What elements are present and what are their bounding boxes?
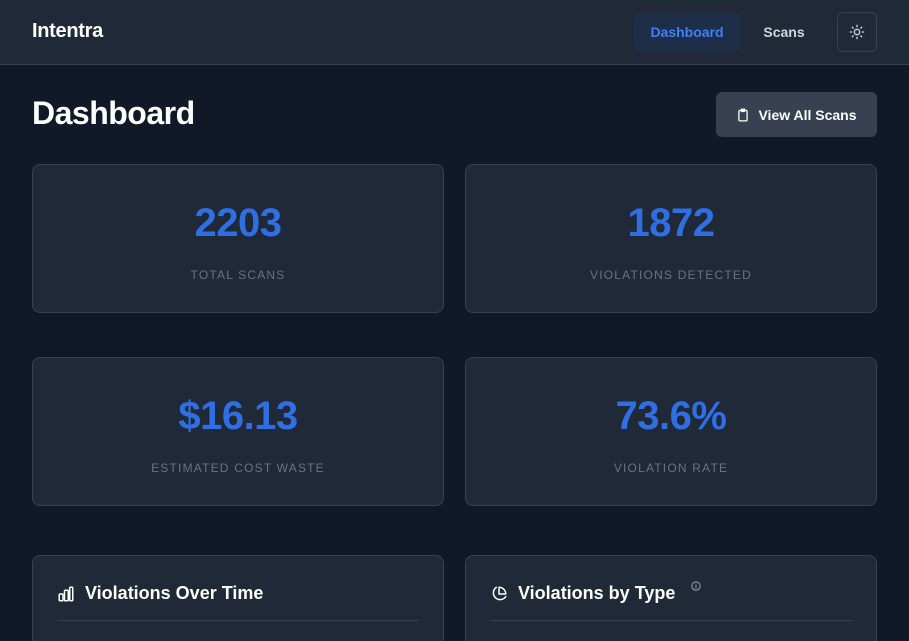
stat-value: 73.6% xyxy=(615,394,727,438)
nav-link-dashboard[interactable]: Dashboard xyxy=(634,13,740,51)
chart-card-violations-by-type: Violations by Type xyxy=(465,555,877,641)
stat-label: VIOLATIONS DETECTED xyxy=(590,268,752,282)
stat-card-total-scans: 2203 TOTAL SCANS xyxy=(32,164,444,313)
stat-label: TOTAL SCANS xyxy=(190,268,286,282)
chart-title: Violations Over Time xyxy=(85,583,264,603)
stat-label: VIOLATION RATE xyxy=(613,461,729,475)
chart-header: Violations Over Time xyxy=(57,583,419,604)
sun-icon xyxy=(849,24,865,40)
info-icon[interactable] xyxy=(691,580,702,591)
pie-chart-icon xyxy=(492,586,507,600)
brand-logo[interactable]: Intentra xyxy=(32,20,103,42)
divider xyxy=(490,620,852,621)
chart-header: Violations by Type xyxy=(490,580,852,604)
view-all-scans-label: View All Scans xyxy=(758,106,857,123)
stat-value: 1872 xyxy=(627,201,715,245)
stat-label: ESTIMATED COST WASTE xyxy=(151,461,325,475)
top-navbar: Intentra Dashboard Scans xyxy=(0,0,909,65)
theme-toggle-button[interactable] xyxy=(837,12,877,52)
bar-chart-icon xyxy=(58,586,74,601)
divider xyxy=(57,620,419,621)
clipboard-icon xyxy=(738,108,749,121)
stat-card-violations-detected: 1872 VIOLATIONS DETECTED xyxy=(465,164,877,313)
stat-card-violation-rate: 73.6% VIOLATION RATE xyxy=(465,357,877,506)
page-title: Dashboard xyxy=(32,95,195,131)
view-all-scans-button[interactable]: View All Scans xyxy=(716,92,877,137)
stat-value: $16.13 xyxy=(178,394,298,438)
stat-card-estimated-cost-waste: $16.13 ESTIMATED COST WASTE xyxy=(32,357,444,506)
nav-link-scans[interactable]: Scans xyxy=(763,24,805,40)
chart-card-violations-over-time: Violations Over Time xyxy=(32,555,444,641)
chart-title: Violations by Type xyxy=(518,583,676,603)
stat-value: 2203 xyxy=(194,201,282,245)
